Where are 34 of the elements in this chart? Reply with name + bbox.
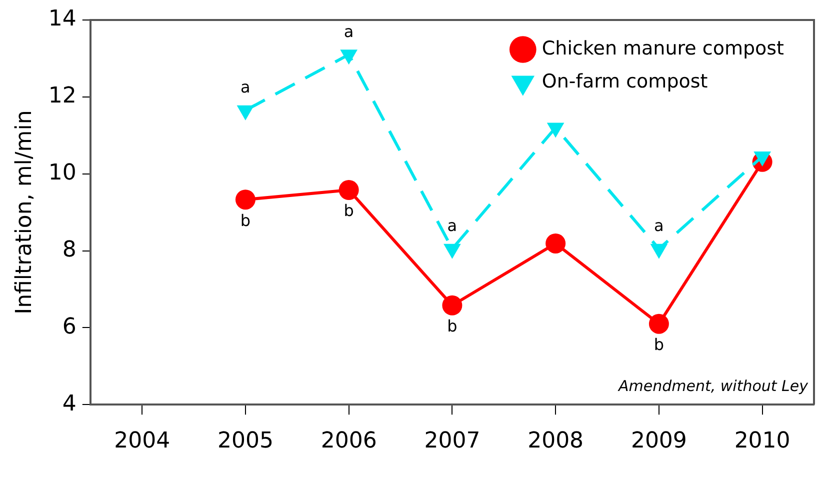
y-tick-label: 6 <box>62 314 76 340</box>
x-tick-label: 2009 <box>630 428 687 454</box>
point <box>546 122 564 138</box>
annotation: b <box>654 334 664 354</box>
x-tick-label: 2007 <box>424 428 480 454</box>
y-axis-title: Infiltration, ml/min <box>12 110 37 314</box>
x-tick-label: 2008 <box>528 428 584 454</box>
legend-label: Chicken manure compost <box>542 37 784 60</box>
x-tick-label: 2004 <box>114 428 170 454</box>
point <box>754 152 771 167</box>
y-tick-label: 10 <box>48 160 76 186</box>
annotation: b <box>240 210 251 230</box>
point <box>648 314 669 334</box>
x-tick-label: 2005 <box>217 428 274 454</box>
annotation: a <box>654 216 664 235</box>
x-tick-label: 2010 <box>734 428 790 454</box>
annotation: b <box>344 201 354 220</box>
point <box>546 233 566 254</box>
legend-label: On-farm compost <box>542 70 708 92</box>
point <box>338 180 359 200</box>
y-tick-label: 4 <box>62 391 76 416</box>
annotation: b <box>447 316 458 336</box>
x-tick-label: 2006 <box>320 428 377 454</box>
annotation: a <box>240 78 250 97</box>
point <box>236 105 254 120</box>
point <box>442 295 462 316</box>
annotation: a <box>344 22 354 41</box>
y-tick-label: 8 <box>62 237 76 262</box>
annotation: a <box>447 216 458 235</box>
y-tick-label: 12 <box>48 84 76 109</box>
point <box>235 190 256 210</box>
point <box>340 50 358 65</box>
y-tick-label: 14 <box>48 6 76 32</box>
annotation: Amendment, without Ley <box>617 376 810 395</box>
